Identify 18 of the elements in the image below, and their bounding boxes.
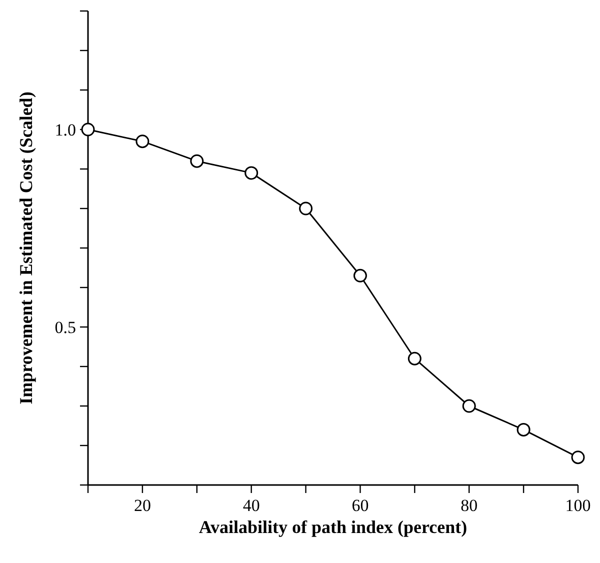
point (408, 352, 422, 366)
point (571, 450, 585, 464)
x-tick-label: 80 (460, 496, 478, 515)
point (136, 134, 150, 148)
y-axis-title: Improvement in Estimated Cost (Scaled) (16, 92, 36, 404)
x-tick-label: 60 (352, 496, 369, 515)
y-tick-label: 1.0 (54, 120, 76, 140)
point (244, 166, 258, 180)
point (462, 399, 476, 413)
point (516, 422, 530, 436)
x-axis-title: Availability of path index (percent) (198, 517, 468, 537)
x-tick-label: 100 (565, 496, 591, 515)
x-tick-label: 40 (242, 496, 260, 515)
y-tick-label: 0.5 (54, 318, 76, 337)
point (299, 202, 313, 216)
point (353, 268, 367, 282)
x-tick-label: 20 (134, 496, 151, 515)
point (190, 154, 204, 168)
